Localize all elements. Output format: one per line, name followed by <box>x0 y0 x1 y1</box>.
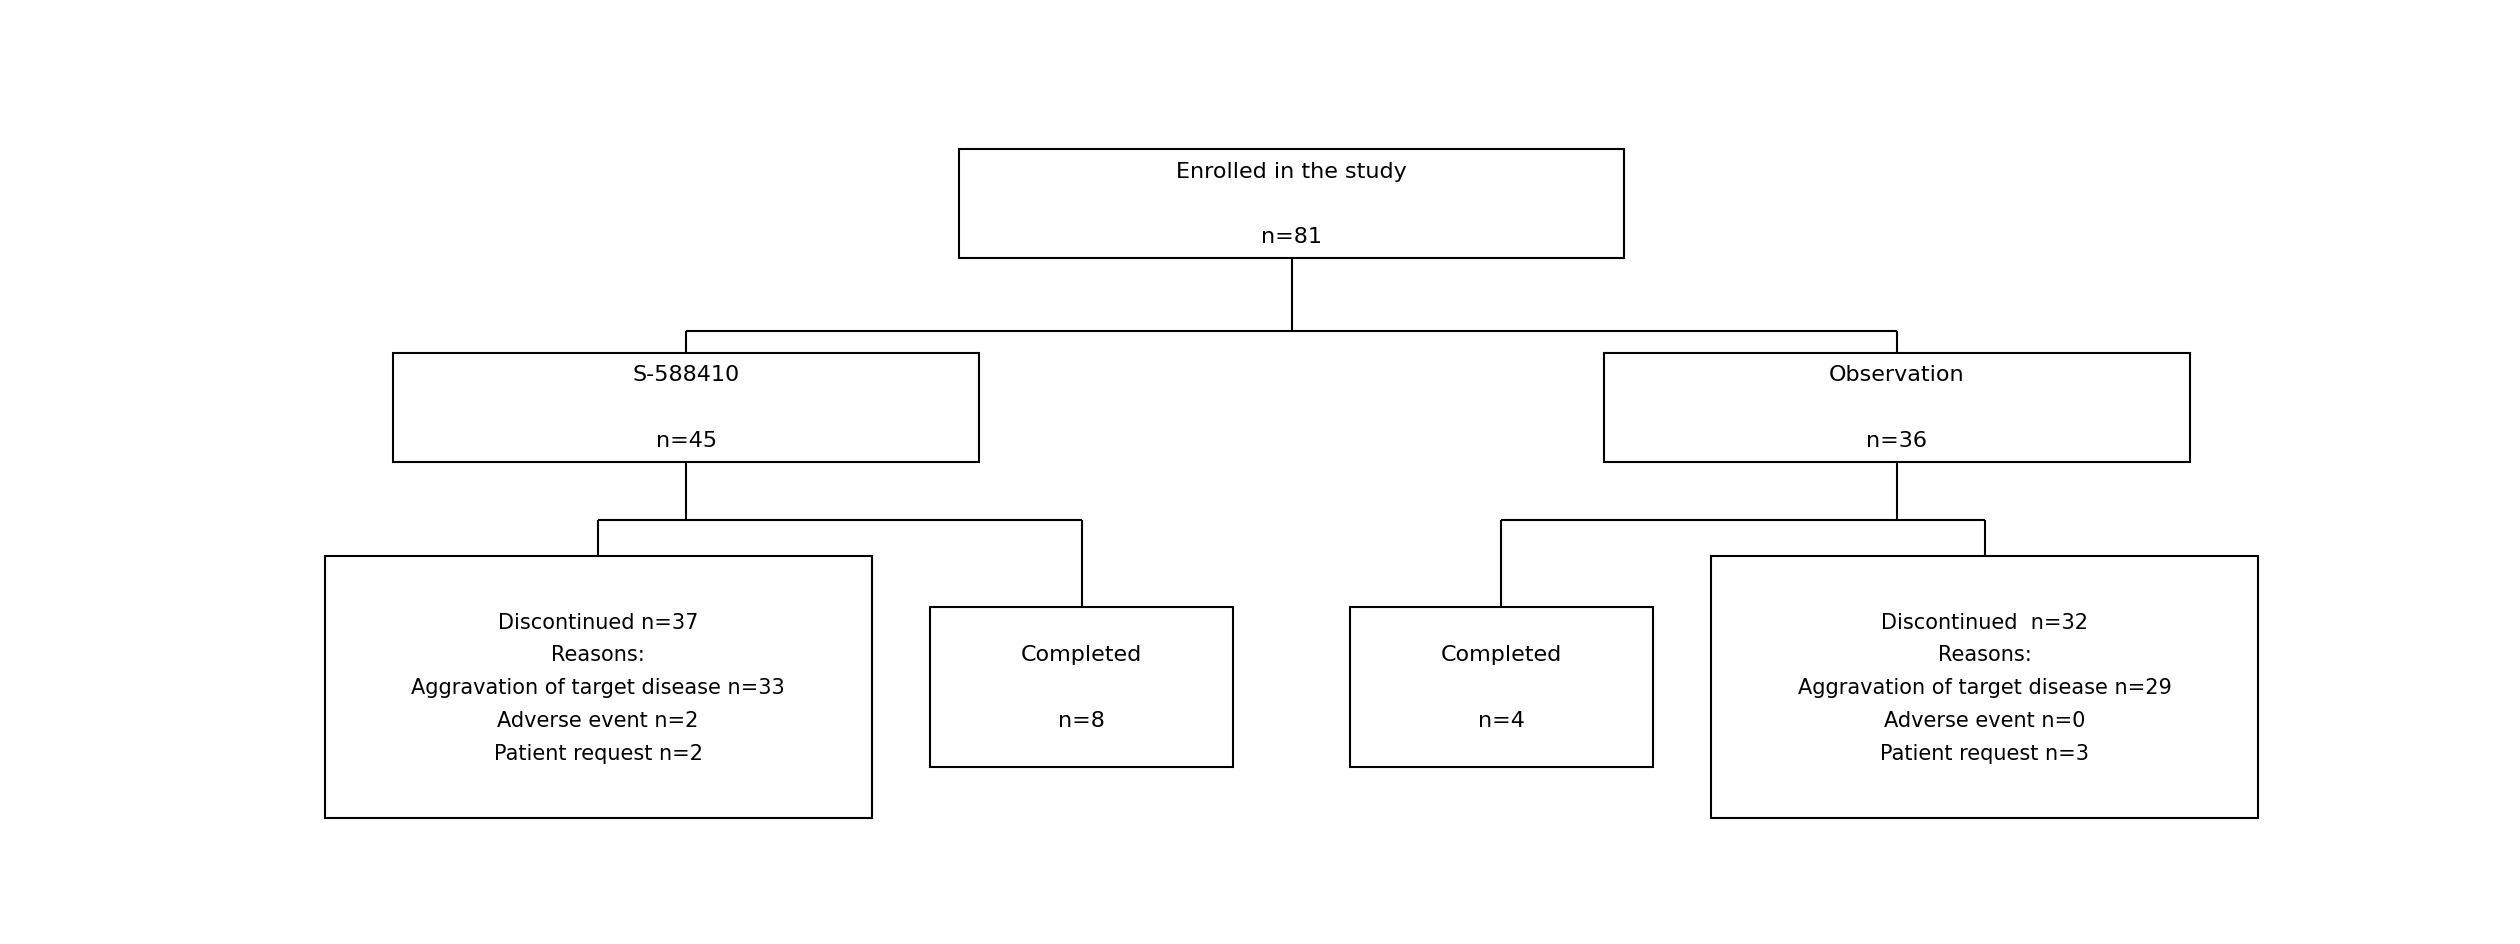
FancyBboxPatch shape <box>393 353 978 463</box>
FancyBboxPatch shape <box>325 557 872 818</box>
FancyBboxPatch shape <box>1351 608 1653 767</box>
FancyBboxPatch shape <box>960 149 1623 259</box>
Text: S-588410

n=45: S-588410 n=45 <box>633 365 741 450</box>
FancyBboxPatch shape <box>1603 353 2190 463</box>
FancyBboxPatch shape <box>1711 557 2258 818</box>
Text: Observation

n=36: Observation n=36 <box>1830 365 1966 450</box>
FancyBboxPatch shape <box>930 608 1232 767</box>
Text: Completed

n=4: Completed n=4 <box>1441 645 1562 731</box>
Text: Enrolled in the study

n=81: Enrolled in the study n=81 <box>1177 161 1406 247</box>
Text: Discontinued  n=32
Reasons:
Aggravation of target disease n=29
Adverse event n=0: Discontinued n=32 Reasons: Aggravation o… <box>1797 612 2172 763</box>
Text: Completed

n=8: Completed n=8 <box>1021 645 1142 731</box>
Text: Discontinued n=37
Reasons:
Aggravation of target disease n=33
Adverse event n=2
: Discontinued n=37 Reasons: Aggravation o… <box>411 612 786 763</box>
